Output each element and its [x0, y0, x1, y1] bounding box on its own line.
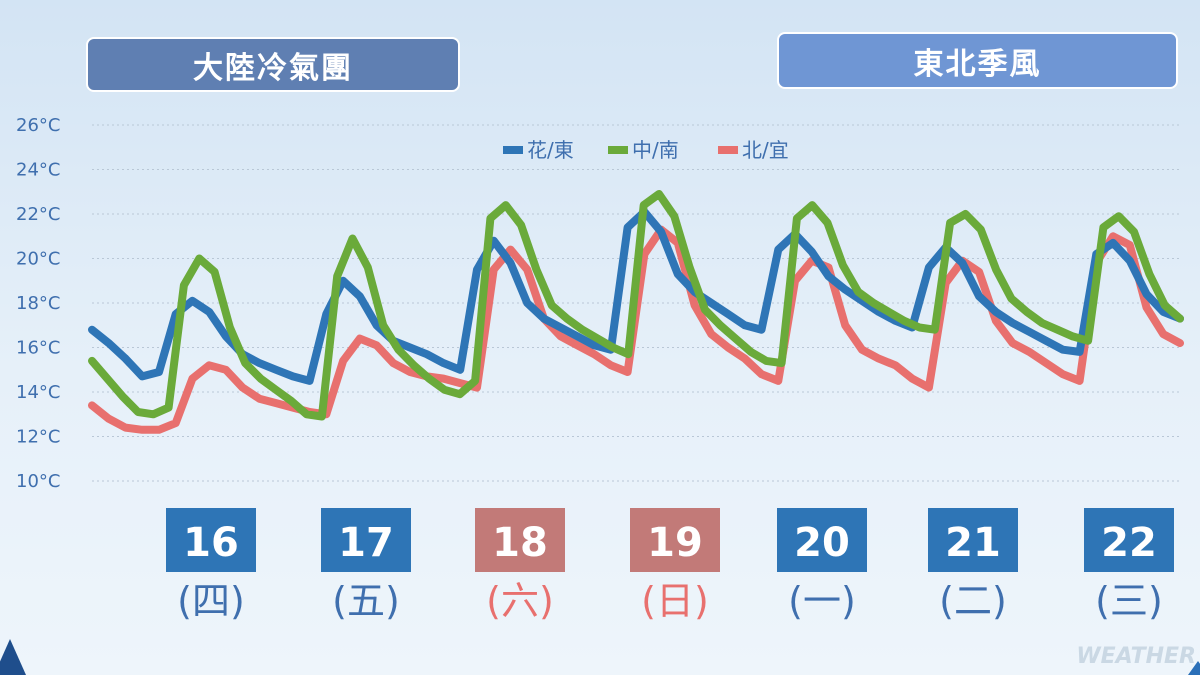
day-weekday-label: (一)	[788, 579, 856, 623]
day-weekday-label: (日)	[641, 579, 709, 623]
day-date-label: 19	[647, 520, 703, 566]
day-weekday-label: (三)	[1095, 579, 1163, 623]
day-box	[166, 508, 256, 572]
y-tick-label: 22°C	[16, 204, 60, 225]
legend-swatch	[608, 146, 628, 154]
day-weekday-label: (五)	[332, 579, 400, 623]
legend-label: 花/東	[527, 138, 574, 162]
legend-swatch	[503, 146, 523, 154]
y-tick-label: 20°C	[16, 249, 60, 270]
series-line-1	[88, 190, 1184, 421]
day-box	[321, 508, 411, 572]
y-tick-label: 14°C	[16, 382, 60, 403]
day-box	[475, 508, 565, 572]
banner-northeast-monsoon: 東北季風	[777, 32, 1178, 89]
y-tick-label: 12°C	[16, 427, 60, 448]
day-weekday-label: (二)	[939, 579, 1007, 623]
day-date-label: 18	[492, 520, 548, 566]
day-date-label: 21	[945, 520, 1001, 566]
legend-label: 北/宜	[742, 138, 789, 162]
day-date-label: 16	[183, 520, 239, 566]
banner-continental-cold-air-mass: 大陸冷氣團	[86, 37, 460, 92]
y-tick-label: 10°C	[16, 471, 60, 492]
y-tick-label: 26°C	[16, 115, 60, 136]
watermark: WEATHER	[1076, 644, 1196, 669]
day-weekday-label: (四)	[177, 579, 245, 623]
day-weekday-label: (六)	[486, 579, 554, 623]
day-date-label: 17	[338, 520, 394, 566]
day-box	[1084, 508, 1174, 572]
day-box	[777, 508, 867, 572]
corner-tree-icon-right	[1188, 661, 1200, 675]
legend-label: 中/南	[632, 138, 679, 162]
corner-tree-icon	[0, 639, 26, 675]
day-box	[630, 508, 720, 572]
y-tick-label: 18°C	[16, 293, 60, 314]
y-tick-label: 24°C	[16, 160, 60, 181]
day-date-label: 22	[1101, 520, 1157, 566]
day-box	[928, 508, 1018, 572]
legend-swatch	[718, 146, 738, 154]
y-tick-label: 16°C	[16, 338, 60, 359]
day-date-label: 20	[794, 520, 850, 566]
series-line-0	[88, 207, 1184, 385]
